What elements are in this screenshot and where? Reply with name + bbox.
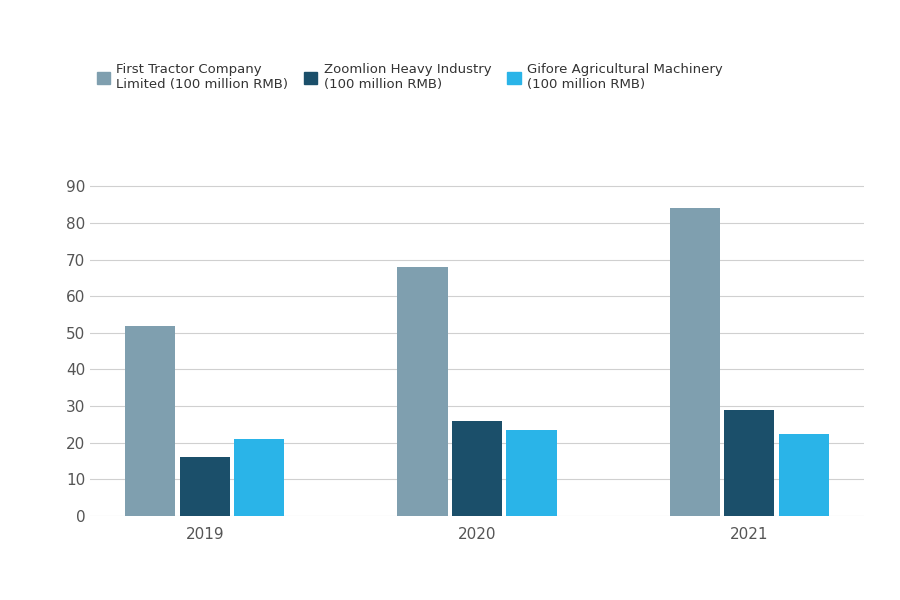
Bar: [724, 410, 774, 516]
Bar: [398, 267, 447, 516]
Bar: [670, 208, 720, 516]
Legend: First Tractor Company
Limited (100 million RMB), Zoomlion Heavy Industry
(100 mi: First Tractor Company Limited (100 milli…: [96, 63, 723, 91]
Bar: [234, 439, 284, 516]
Bar: [180, 457, 230, 516]
Bar: [507, 430, 556, 516]
Bar: [778, 434, 829, 516]
Bar: [125, 326, 176, 516]
Bar: [452, 421, 502, 516]
